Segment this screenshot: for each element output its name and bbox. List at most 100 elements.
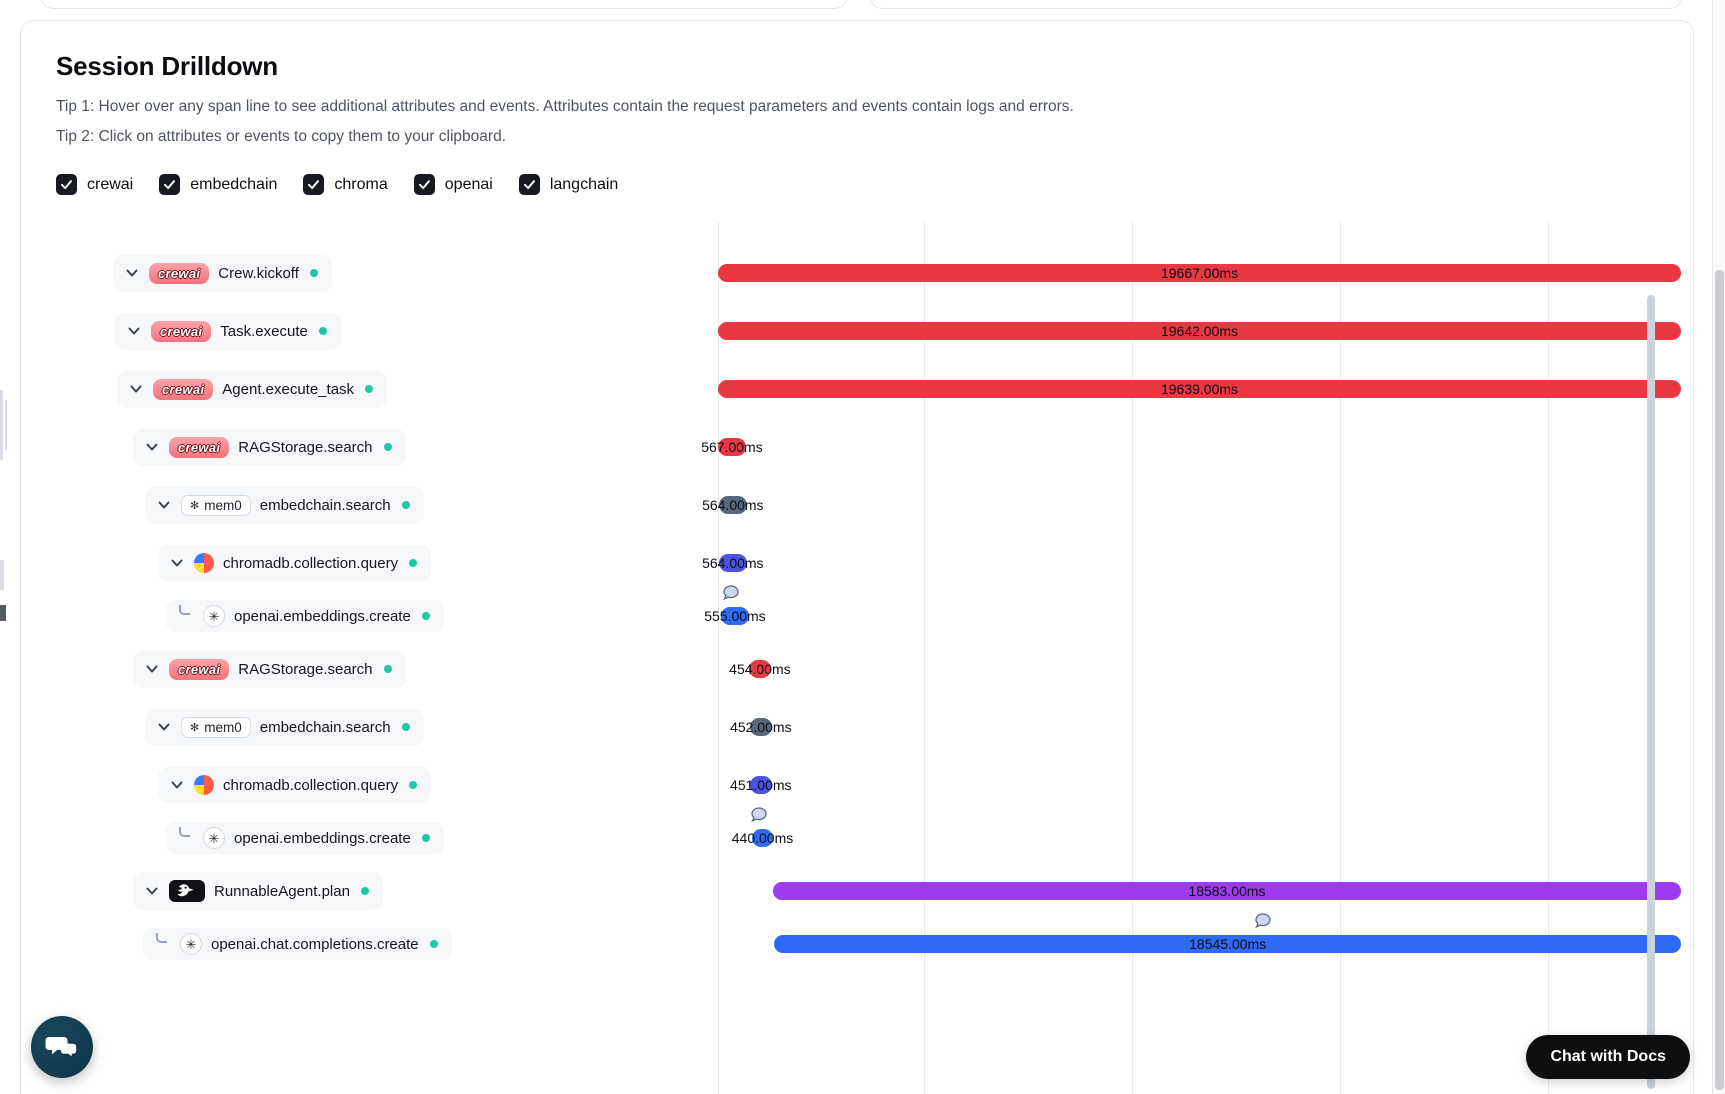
filter-item-embedchain[interactable]: embedchain <box>159 174 277 195</box>
span-label-pill[interactable]: crewai Crew.kickoff <box>113 254 332 292</box>
span-label-pill[interactable]: ✳ openai.chat.completions.create <box>143 928 452 960</box>
span-bar[interactable]: 18583.00ms <box>772 882 1681 900</box>
span-label-pill[interactable]: chromadb.collection.query <box>158 767 432 803</box>
span-label-cell: crewai Task.execute <box>56 312 718 350</box>
filter-item-langchain[interactable]: langchain <box>518 174 619 195</box>
span-name: RAGStorage.search <box>238 660 373 678</box>
event-bubble-icon[interactable] <box>1255 913 1271 929</box>
span-label-cell: ✳ openai.embeddings.create <box>56 600 718 632</box>
filter-item-chroma[interactable]: chroma <box>303 174 388 195</box>
row-expand-chevron-icon[interactable] <box>144 883 160 899</box>
crewai-logo-badge: crewai <box>169 658 230 680</box>
page-scrollbar[interactable] <box>1712 0 1725 1094</box>
row-expand-chevron-icon[interactable] <box>128 381 144 397</box>
filter-item-crewai[interactable]: crewai <box>56 174 133 195</box>
span-duration: 18545.00ms <box>1189 936 1267 952</box>
filter-label: crewai <box>87 175 134 193</box>
openai-logo-icon: ✳ <box>203 605 225 627</box>
chat-with-docs-button[interactable]: Chat with Docs <box>1526 1035 1690 1079</box>
span-bar[interactable]: 454.00ms <box>729 660 791 678</box>
span-label-cell: ✳ openai.embeddings.create <box>56 822 718 854</box>
waterfall-scrollbar-thumb[interactable] <box>1647 295 1655 1089</box>
span-bar[interactable]: 19639.00ms <box>718 380 1681 398</box>
span-duration: 564.00ms <box>702 555 764 571</box>
filter-label: chroma <box>334 175 388 193</box>
span-label-pill[interactable]: RunnableAgent.plan <box>133 872 383 910</box>
filter-item-openai[interactable]: openai <box>413 174 493 195</box>
chat-launcher-button[interactable] <box>31 1016 93 1078</box>
span-bar[interactable]: 440.00ms <box>732 829 793 847</box>
span-timeline-cell: 564.00ms <box>702 534 1681 592</box>
span-label-pill[interactable]: ✻ mem0 embedchain.search <box>145 708 424 746</box>
row-expand-chevron-icon[interactable] <box>156 719 172 735</box>
span-label-pill[interactable]: crewai Agent.execute_task <box>117 370 388 408</box>
span-timeline-cell: 18545.00ms <box>718 913 1681 968</box>
span-name: embedchain.search <box>259 718 391 736</box>
span-label-pill[interactable]: ✳ openai.embeddings.create <box>166 600 444 632</box>
span-label-pill[interactable]: ✻ mem0 embedchain.search <box>145 486 424 524</box>
span-row: ✻ mem0 embedchain.search 564.00ms <box>56 476 1693 534</box>
span-duration: 564.00ms <box>702 497 764 513</box>
span-bar[interactable]: 452.00ms <box>730 718 792 736</box>
span-row: ✳ openai.embeddings.create 440.00ms <box>56 807 1693 862</box>
span-label-pill[interactable]: crewai Task.execute <box>115 312 341 350</box>
timeline-gridline <box>924 222 925 1094</box>
timeline-gridline <box>1132 222 1133 1094</box>
openai-knot-glyph: ✳ <box>185 936 197 952</box>
filter-checkbox-embedchain[interactable] <box>159 174 181 195</box>
span-status-dot <box>409 559 418 567</box>
span-bar[interactable]: 19667.00ms <box>718 264 1681 282</box>
span-row: chromadb.collection.query 451.00ms <box>56 756 1693 814</box>
row-expand-chevron-icon[interactable] <box>144 439 160 455</box>
event-bubble-icon[interactable] <box>751 807 768 823</box>
span-bar[interactable]: 564.00ms <box>702 554 764 572</box>
span-bar[interactable]: 451.00ms <box>730 776 792 794</box>
elbow-connector-icon <box>179 827 190 837</box>
span-label-cell: crewai Agent.execute_task <box>56 370 718 408</box>
span-name: openai.embeddings.create <box>234 829 411 847</box>
span-bar[interactable]: 18545.00ms <box>774 935 1681 953</box>
span-bar[interactable]: 567.00ms <box>701 438 763 456</box>
row-expand-chevron-icon[interactable] <box>124 265 140 281</box>
row-expand-chevron-icon[interactable] <box>126 323 142 339</box>
filter-checkbox-crewai[interactable] <box>56 174 77 195</box>
filter-checkbox-openai[interactable] <box>413 174 435 195</box>
page-scrollbar-thumb[interactable] <box>1715 270 1724 1090</box>
span-name: openai.chat.completions.create <box>211 935 419 953</box>
filter-checkbox-langchain[interactable] <box>518 174 540 195</box>
previous-card-right-edge <box>869 0 1683 9</box>
row-expand-chevron-icon[interactable] <box>144 661 160 677</box>
span-duration: 452.00ms <box>730 719 792 735</box>
mem0-logo-badge: ✻ mem0 <box>181 494 251 516</box>
span-label-pill[interactable]: crewai RAGStorage.search <box>133 428 406 466</box>
row-expand-chevron-icon[interactable] <box>169 555 185 571</box>
span-status-dot <box>309 269 318 277</box>
event-bubble-icon[interactable] <box>723 585 740 601</box>
span-label-cell: crewai Crew.kickoff <box>56 254 718 292</box>
span-label-cell: RunnableAgent.plan <box>56 872 718 910</box>
span-label-cell: crewai RAGStorage.search <box>56 428 718 466</box>
session-drilldown-card: Session Drilldown Tip 1: Hover over any … <box>20 20 1694 1094</box>
filter-label: langchain <box>549 175 619 193</box>
span-label-pill[interactable]: ✳ openai.embeddings.create <box>166 822 444 854</box>
span-name: openai.embeddings.create <box>234 607 411 625</box>
span-bar[interactable]: 564.00ms <box>702 496 764 514</box>
chroma-logo-icon <box>194 775 214 795</box>
span-label-pill[interactable]: crewai RAGStorage.search <box>133 650 406 688</box>
filter-checkbox-chroma[interactable] <box>303 174 325 195</box>
span-status-dot <box>383 665 392 673</box>
page-edge-artifact <box>0 560 4 590</box>
span-row: ✳ openai.embeddings.create 555.00ms <box>56 585 1693 640</box>
timeline-gridline <box>1340 222 1341 1094</box>
row-expand-chevron-icon[interactable] <box>156 497 172 513</box>
span-bar[interactable]: 555.00ms <box>704 607 766 625</box>
span-name: embedchain.search <box>259 496 391 514</box>
span-duration: 567.00ms <box>701 439 763 455</box>
span-label-pill[interactable]: chromadb.collection.query <box>158 545 432 581</box>
span-label-cell: ✳ openai.chat.completions.create <box>56 928 718 960</box>
span-bar[interactable]: 19642.00ms <box>718 322 1681 340</box>
row-expand-chevron-icon[interactable] <box>169 777 185 793</box>
crewai-logo-badge: crewai <box>151 320 212 342</box>
trace-waterfall: crewai Crew.kickoff 19667.00ms crewai Ta… <box>56 222 1693 1094</box>
